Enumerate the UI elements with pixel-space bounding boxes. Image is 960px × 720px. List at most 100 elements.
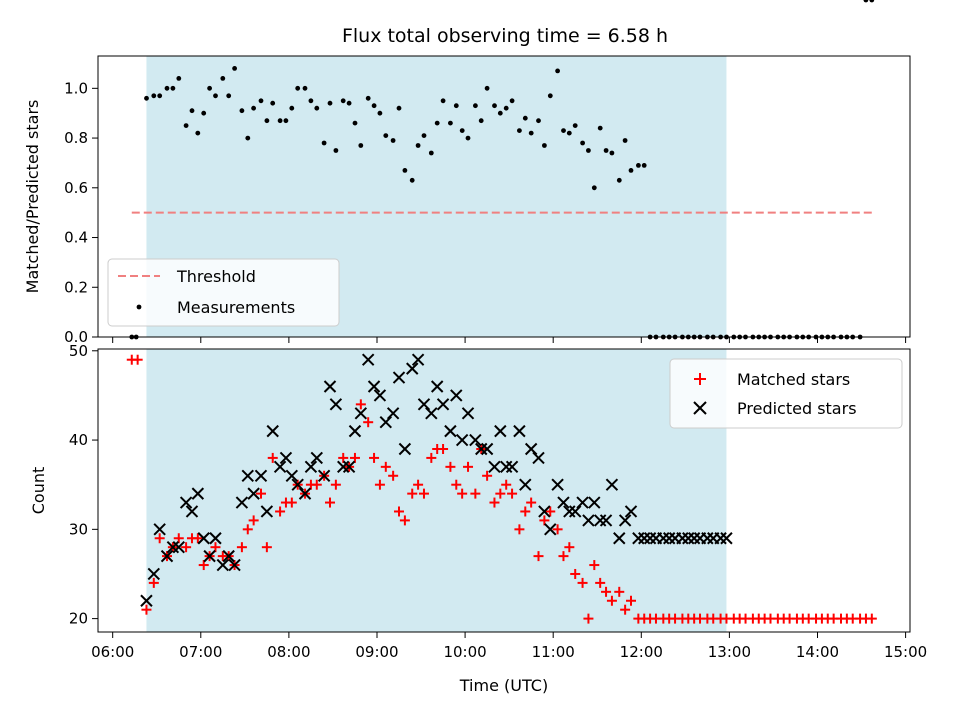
matched-star-point [407,488,418,499]
predicted-star-point [605,478,619,491]
predicted-star-point [624,505,638,518]
predicted-star-point [386,407,400,420]
matched-star-point [601,586,612,597]
legend-threshold-label: Threshold [176,267,256,286]
predicted-star-point [241,469,254,482]
matched-star-point [570,568,581,579]
measurement-point [428,150,434,156]
predicted-star-point [643,532,657,545]
measurement-point [333,148,339,153]
x-tick-label: 07:00 [179,643,222,661]
matched-star-point [470,488,481,499]
measurement-point [270,100,276,106]
predicted-star-point [599,514,613,527]
matched-star-point [495,488,506,499]
matched-star-point [445,461,456,472]
measurement-point [509,98,515,104]
measurement-point [340,98,346,104]
matched-star-point [325,497,335,508]
measurement-point [352,120,358,126]
legend-predicted-sample [693,401,707,415]
chart-title: Flux total observing time = 6.58 h [342,25,668,47]
matched-star-point [181,542,192,553]
matched-star-point [577,577,588,588]
predicted-star-point [676,532,689,545]
measurement-point [869,0,875,3]
measurement-point [478,118,484,124]
ratio-y-tick-label: 0.8 [64,129,88,147]
x-tick-label: 14:00 [796,643,839,661]
predicted-star-point [191,487,205,500]
matched-star-point [388,470,399,481]
predicted-star-point [273,460,287,474]
ratio-y-tick-label: 1.0 [64,79,88,97]
predicted-star-point [563,505,576,518]
matched-star-point [394,506,405,517]
measurement-point [289,105,295,111]
count-y-label: Count [29,467,48,515]
predicted-star-point [436,398,450,411]
x-tick-label: 08:00 [267,643,310,661]
measurement-point [547,93,553,99]
measurement-point [555,68,560,74]
predicted-star-point [354,407,368,420]
measurement-point [465,135,471,141]
predicted-star-point [488,460,501,474]
measurement-point [459,128,465,134]
measurement-point [314,105,320,111]
measurement-point [591,185,597,191]
matched-star-point [369,452,380,463]
matched-star-point [399,515,410,526]
matched-star-point [236,542,247,553]
predicted-star-point [373,389,387,402]
matched-star-point [261,542,272,553]
measurement-point [157,93,163,99]
matched-star-point [311,479,322,490]
measurement-point [239,108,245,114]
measurement-point [295,85,301,91]
predicted-star-point [519,478,532,491]
predicted-star-point [153,523,166,536]
measurement-point [434,120,440,126]
measurement-point [415,143,421,148]
ratio-y-tick-label: 0.0 [64,328,88,346]
predicted-star-point [480,442,494,456]
measurement-point [503,105,509,111]
measurement-point [473,103,478,109]
matched-star-point [539,515,550,526]
predicted-star-point [618,514,632,527]
matched-star-point [275,506,286,517]
matched-star-point [248,515,259,526]
matched-star-point [413,479,424,490]
measurement-point [258,98,264,104]
measurement-point [492,103,497,109]
measurement-point [390,138,396,143]
measurement-point [497,110,503,116]
matched-star-point [418,488,429,499]
predicted-star-point [147,567,161,581]
matched-star-point [148,577,159,588]
predicted-star-point [323,380,337,393]
count-legend-box [669,358,903,429]
predicted-star-point [588,496,601,509]
predicted-star-point [235,496,249,509]
measurement-point [616,177,622,183]
ratio-panel: 0.0 0.2 0.4 0.6 0.8 1.0 Matched/Predicted sta… [23,0,911,346]
x-tick-label: 09:00 [355,643,398,661]
measurement-point [195,130,201,136]
ratio-legend: Threshold Measurements [107,258,340,327]
ratio-legend-box [107,258,340,327]
measurement-point [409,177,415,183]
predicted-star-point [687,532,701,545]
measurement-point [622,138,628,143]
predicted-star-point [557,496,570,509]
matched-star-point [489,497,500,508]
measurement-point [580,140,585,146]
predicted-stars-points [140,353,733,607]
count-y-ticks: 20 30 40 50 [69,342,98,628]
measurement-points [129,0,875,340]
measurement-point [346,100,352,106]
predicted-star-point [209,532,222,545]
measurement-point [321,140,327,146]
predicted-star-point [505,460,519,474]
